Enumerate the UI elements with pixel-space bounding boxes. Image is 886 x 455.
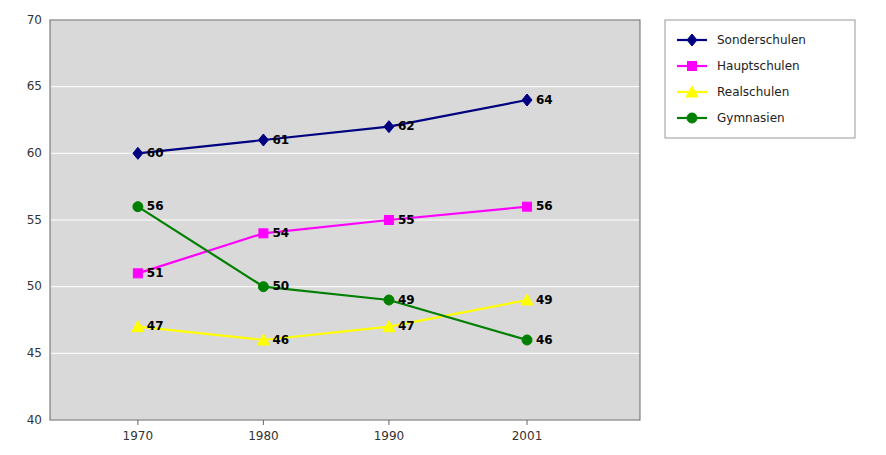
x-tick-label: 1970 [123,429,154,443]
y-tick-label: 45 [27,346,42,360]
chart-container: 40 45 50 55 60 65 70 1970 1980 1990 2001 60 61 62 64 51… [0,0,886,455]
series-line [138,100,527,153]
point-marker [384,216,393,225]
data-label: 49 [536,293,553,307]
point-marker [258,282,268,292]
grid-line [50,353,640,354]
data-label: 64 [536,93,553,107]
data-label: 49 [398,293,415,307]
plot-frame [50,20,640,420]
point-marker [257,334,269,345]
legend: Sonderschulen Hauptschulen Realschulen Gymn… [665,20,855,138]
point-marker [521,294,533,305]
y-tick-label: 60 [27,146,42,160]
y-tick-label: 70 [27,13,42,27]
legend-label: Realschulen [717,85,789,99]
y-tick-label: 40 [27,413,42,427]
grid-line [50,220,640,221]
data-label: 54 [272,226,289,240]
data-label: 56 [147,199,164,213]
point-marker [133,147,143,159]
x-tick [137,420,138,425]
point-marker [522,94,532,106]
x-tick [527,420,528,425]
series-group [132,94,533,345]
point-marker [384,121,394,133]
series-line [138,300,527,340]
x-tick-label: 1980 [248,429,279,443]
point-marker [258,134,268,146]
point-marker [522,335,532,345]
x-tick [388,420,389,425]
y-tick-label: 65 [27,79,42,93]
data-label: 47 [398,319,415,333]
point-marker [132,321,144,332]
data-labels: 60 61 62 64 51 54 55 56 47 46 47 49 56 50 49 46 [147,93,553,347]
grid-line [50,86,640,87]
point-marker [383,321,395,332]
data-label: 61 [272,133,289,147]
data-label: 51 [147,266,164,280]
point-marker [133,202,143,212]
data-label: 60 [147,146,164,160]
data-label: 56 [536,199,553,213]
x-tick-label: 2001 [512,429,543,443]
data-label: 50 [272,279,289,293]
y-tick-label: 55 [27,213,42,227]
legend-label: Gymnasien [717,111,785,125]
point-marker [133,269,142,278]
grid-line [50,286,640,287]
point-marker [259,229,268,238]
y-tick-label: 50 [27,279,42,293]
data-label: 46 [536,333,553,347]
data-label: 62 [398,119,415,133]
data-label: 47 [147,319,164,333]
legend-marker [686,86,698,97]
legend-label: Hauptschulen [717,59,800,73]
data-label: 55 [398,213,415,227]
legend-marker [687,34,697,46]
point-marker [384,295,394,305]
legend-box [665,20,855,138]
x-tick [263,420,264,425]
chart: 40 45 50 55 60 65 70 1970 1980 1990 2001 60 61 62 64 51… [0,0,886,455]
point-marker [523,202,532,211]
series-line [138,207,527,274]
legend-marker [688,62,697,71]
legend-marker [687,113,697,123]
plot-background [50,20,640,420]
x-axis: 1970 1980 1990 2001 [123,420,543,443]
legend-label: Sonderschulen [717,33,806,47]
x-tick-label: 1990 [374,429,405,443]
data-label: 46 [272,333,289,347]
y-axis: 40 45 50 55 60 65 70 [27,13,640,427]
series-line [138,207,527,340]
